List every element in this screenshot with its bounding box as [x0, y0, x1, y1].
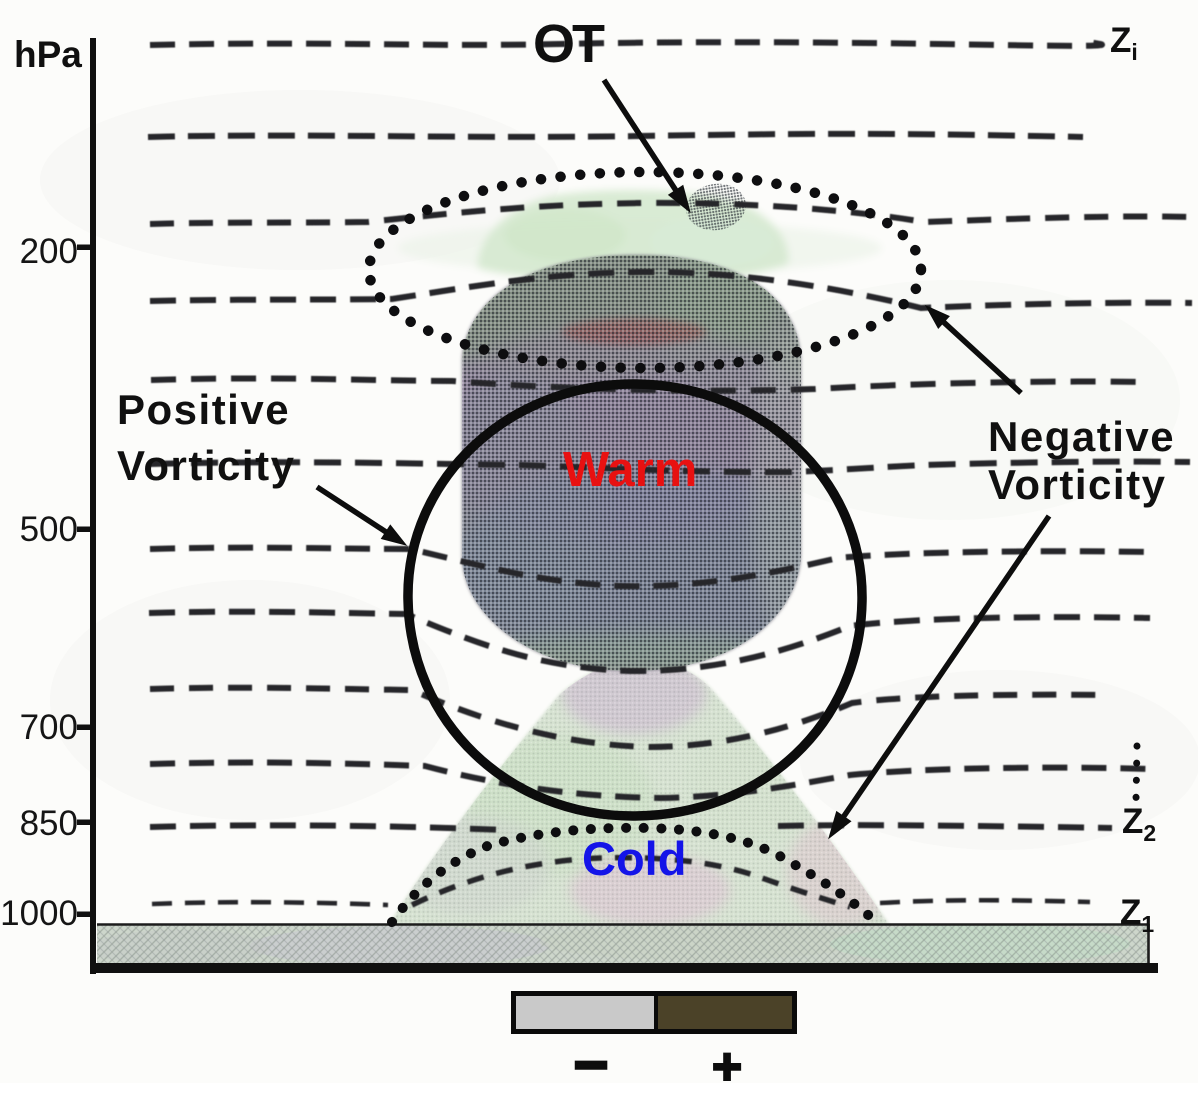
surface-layer-band: [97, 923, 1150, 964]
positive-vorticity-line1: Positive: [117, 386, 291, 433]
isoline-11-right: [777, 822, 1113, 831]
tick-700: [77, 724, 91, 730]
z-mid-main: Z: [1122, 802, 1144, 841]
z-low-main: Z: [1120, 893, 1142, 932]
negative-vorticity-line1: Negative: [988, 413, 1176, 460]
positive-vorticity-arrow: [315, 484, 408, 546]
z-top-label: Zi: [1110, 21, 1138, 64]
pressure-axis: [77, 38, 1158, 974]
isoline-4: [149, 268, 1193, 312]
tick-1000: [77, 911, 91, 917]
isoline-11-left: [149, 822, 506, 833]
z-mid-sub: 2: [1143, 820, 1157, 846]
axis-line: [90, 38, 96, 974]
tick-label-1000: 1000: [0, 894, 78, 933]
ot-label: OT: [533, 14, 605, 74]
legend-negative-symbol: −: [572, 1031, 610, 1098]
overshooting-top-plume: [398, 183, 882, 281]
isoline-12-left: [151, 899, 389, 908]
tick-200: [77, 244, 91, 250]
tick-850: [77, 819, 91, 825]
negative-vorticity-boundaries: [363, 166, 1141, 927]
cold-dome-dotted-arc: [387, 822, 879, 927]
isoline-6: [149, 458, 1191, 476]
negative-vorticity-arrow-lower: [828, 514, 1052, 840]
scan-hatch-patch: [686, 183, 746, 231]
positive-vorticity-circle: [403, 379, 867, 821]
vorticity-legend: [511, 991, 797, 1034]
axis-unit-label: hPa: [14, 34, 82, 75]
z-mid-label: Z2: [1122, 802, 1156, 845]
z-low-label: Z1: [1120, 893, 1154, 936]
legend-negative-swatch: [516, 996, 658, 1029]
cold-label: Cold: [582, 832, 687, 885]
negative-vorticity-arrow-upper: [924, 304, 1023, 396]
warm-label: Warm: [563, 443, 698, 497]
annotation-arrows: [315, 78, 1052, 840]
legend-positive-swatch: [658, 996, 792, 1029]
isoline-1: [149, 39, 1105, 49]
z-top-main: Z: [1110, 21, 1132, 60]
isoline-12-right: [879, 897, 1091, 906]
negative-vorticity-line2: Vorticity: [988, 461, 1167, 508]
ot-arrow: [601, 78, 691, 214]
isoline-8: [148, 608, 1151, 675]
isoline-7: [149, 544, 1149, 590]
legend-positive-symbol: +: [711, 1038, 743, 1096]
anvil-dotted-ellipse: [363, 166, 927, 374]
tick-label-500: 500: [19, 510, 78, 549]
height-contours: [147, 39, 1193, 910]
bottom-axis-line: [93, 963, 1158, 973]
isoline-5: [150, 375, 1145, 394]
z-top-sub: i: [1131, 39, 1138, 65]
tick-label-700: 700: [19, 708, 78, 747]
isoline-10: [149, 759, 1151, 802]
tick-label-200: 200: [19, 232, 78, 271]
isoline-9: [149, 684, 1106, 751]
z-low-sub: 1: [1141, 911, 1155, 937]
positive-vorticity-label: Positive Vorticity: [117, 382, 295, 494]
tick-label-850: 850: [19, 804, 78, 843]
negative-vorticity-label: Negative Vorticity: [988, 413, 1175, 509]
positive-vorticity-line2: Vorticity: [117, 442, 296, 489]
isoline-3: [149, 199, 1191, 227]
cold-dome-inner-contour: [410, 854, 851, 910]
tick-500: [77, 526, 91, 532]
